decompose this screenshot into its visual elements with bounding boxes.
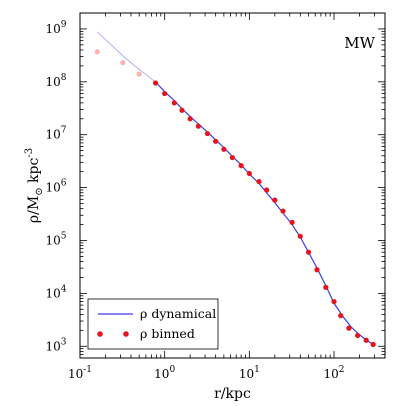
binned-point [338,313,344,319]
x-tick-label: 102 [324,365,345,381]
legend-box [87,298,219,350]
binned-point [171,100,177,106]
binned-point [323,284,329,290]
x-axis-label: r/kpc [214,386,251,402]
binned-point [355,332,361,339]
binned-point [363,337,369,343]
y-tick-label: 107 [45,126,66,142]
binned-point [264,187,270,193]
binned-point [120,60,126,66]
binned-point [314,267,320,273]
x-tick-label: 100 [154,365,175,381]
plot-frame [79,12,386,359]
y-axis-label: ρ/M⊙ kpc-3 [24,148,45,223]
binned-point [331,298,337,305]
binned-point [152,80,159,86]
y-tick-label: 105 [45,231,66,247]
binned-point [187,116,193,122]
y-tick-label: 106 [45,179,66,195]
binned-point [289,219,295,225]
dynamical-line-faded [96,31,157,84]
binned-point [136,71,142,77]
binned-point [246,170,252,177]
binned-point [94,49,100,55]
legend-point-swatch [123,331,129,337]
y-axis-label-sup: -3 [24,148,35,158]
annotation-label: MW [344,34,375,52]
y-tick-label: 104 [45,284,66,300]
legend-label: ρ dynamical [140,306,216,321]
binned-point [238,163,244,169]
binned-point [272,197,278,203]
legend: ρ dynamical ρ binned [87,298,219,350]
binned-point [179,107,185,113]
binned-point [297,233,303,239]
legend-point-swatch [97,331,103,337]
binned-point [221,146,227,152]
dynamical-line [156,82,375,346]
binned-point [213,138,219,144]
y-tick-label: 108 [45,73,66,89]
x-tick-label: 101 [239,365,260,381]
binned-point [162,90,168,97]
binned-point [229,154,235,161]
binned-point [305,249,312,255]
legend-label: ρ binned [140,326,195,341]
binned-point [204,130,211,137]
binned-point [346,325,352,331]
y-tick-label: 103 [45,337,66,353]
y-tick-label: 109 [45,20,66,36]
y-axis-label-sub: ⊙ [34,187,45,195]
binned-point [256,178,262,185]
binned-point [195,123,201,129]
binned-point [280,208,286,214]
x-tick-label: 10-1 [68,365,92,381]
binned-point [370,341,376,348]
